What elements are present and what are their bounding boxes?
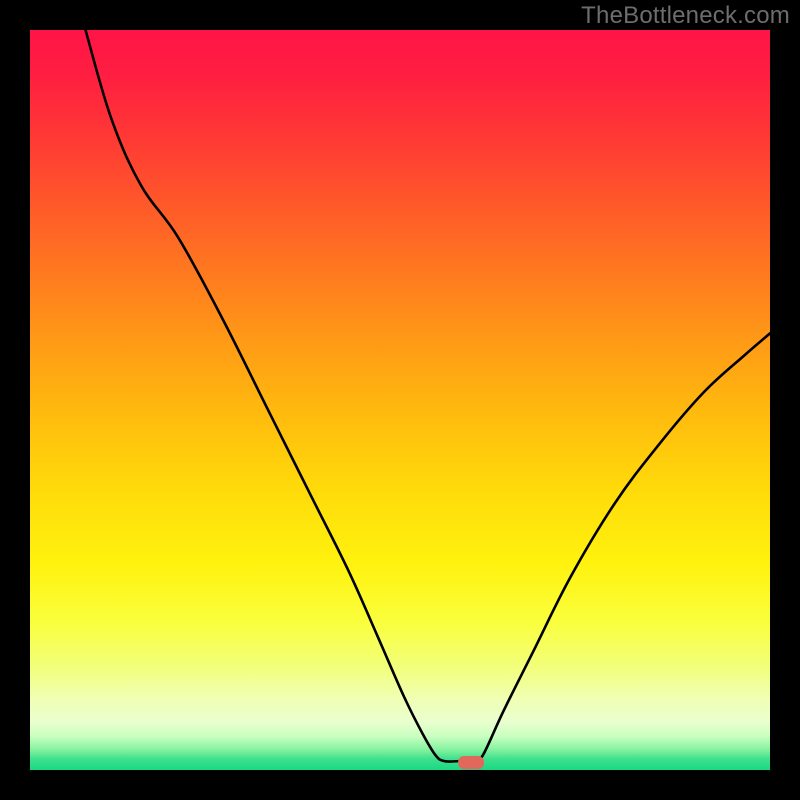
chart-svg xyxy=(30,30,770,770)
chart-background xyxy=(30,30,770,770)
plot-area xyxy=(30,30,770,770)
chart-frame: TheBottleneck.com xyxy=(0,0,800,800)
optimal-marker xyxy=(458,756,484,769)
watermark-text: TheBottleneck.com xyxy=(581,2,790,30)
